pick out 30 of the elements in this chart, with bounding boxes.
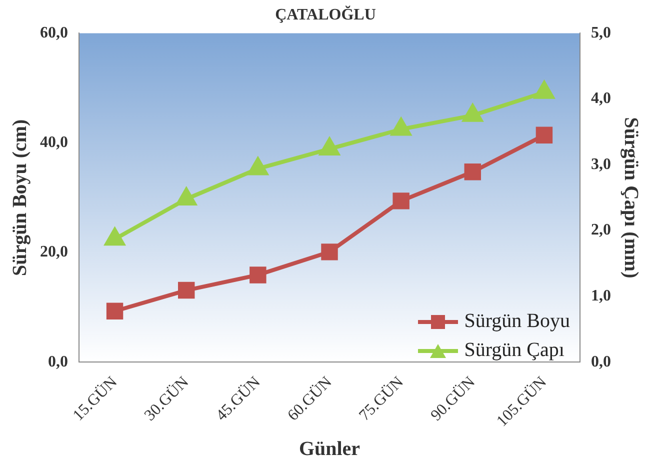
legend-label: Sürgün Çapı xyxy=(464,339,564,362)
point xyxy=(248,158,268,176)
point xyxy=(464,164,482,180)
point xyxy=(250,266,266,284)
point xyxy=(391,118,411,136)
point xyxy=(462,104,482,122)
y2-tick-label: 3,0 xyxy=(591,156,611,173)
y-tick-label: 60,0 xyxy=(40,24,68,42)
point xyxy=(178,282,195,299)
point xyxy=(321,244,338,260)
y2-tick-label: 1,0 xyxy=(591,287,611,304)
chart-title: ÇATALOĞLU xyxy=(275,6,376,24)
y2-tick-label: 0,0 xyxy=(591,353,611,370)
x-axis-title: Günler xyxy=(298,438,360,460)
point xyxy=(536,126,553,144)
point xyxy=(106,302,124,320)
y2-tick-label: 2,0 xyxy=(591,222,611,239)
y-axis-title: Sürgün Boyu (cm) xyxy=(9,119,32,276)
y2-tick-label: 5,0 xyxy=(591,24,611,42)
legend-label: Sürgün Boyu xyxy=(464,310,570,334)
y2-tick-label: 4,0 xyxy=(591,90,611,108)
point xyxy=(176,188,196,206)
point xyxy=(104,228,125,246)
point xyxy=(392,192,410,210)
point xyxy=(534,81,554,99)
y2-axis-title: Sürgün Çapı (mm) xyxy=(620,117,642,278)
y-tick-label: 20,0 xyxy=(40,244,68,261)
point xyxy=(320,138,340,156)
y-tick-label: 0,0 xyxy=(48,353,68,370)
y-tick-label: 40,0 xyxy=(40,134,68,151)
